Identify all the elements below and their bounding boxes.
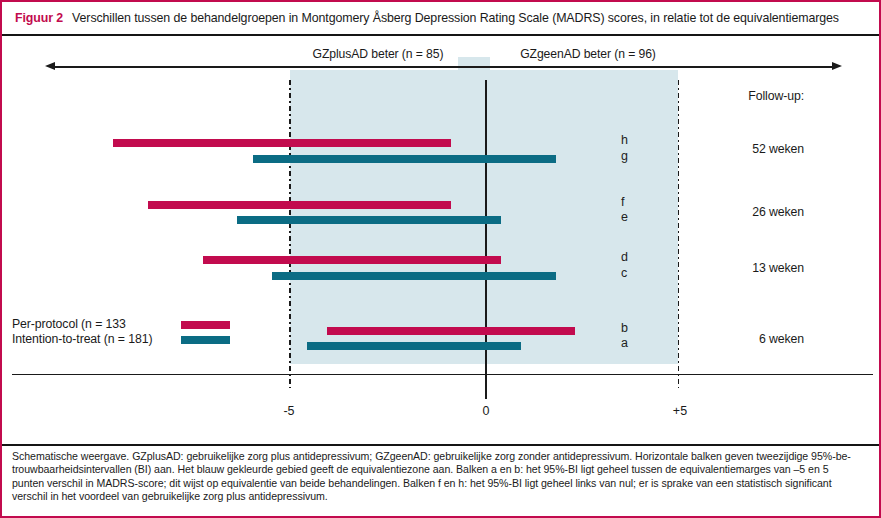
legend-swatch-intention-to-treat <box>181 336 230 344</box>
followup-label-13-weken: 13 weken <box>702 261 804 275</box>
legend-label-intention-to-treat: Intention-to-treat (n = 181) <box>12 332 152 346</box>
footnote-line: verschil in het voordeel van gebruikelij… <box>12 490 871 503</box>
legend-swatch-per-protocol <box>181 321 230 329</box>
direction-label-gzplusad: GZplusAD beter (n = 85) <box>298 47 458 61</box>
figure-title-bar: Figuur 2 Verschillen tussen de behandelg… <box>2 2 879 33</box>
figure-title: Verschillen tussen de behandelgroepen in… <box>72 11 839 25</box>
followup-label-26-weken: 26 weken <box>702 205 804 219</box>
arrow-left-icon <box>45 62 55 70</box>
legend-label-per-protocol: Per-protocol (n = 133 <box>12 317 126 331</box>
footnote-line: punten verschil in MADRS-score; dit wijs… <box>12 477 871 490</box>
tick-label-zero: 0 <box>466 404 506 418</box>
followup-header: Follow-up: <box>702 89 804 103</box>
margin-line-plus5 <box>678 80 680 388</box>
followup-label-6-weken: 6 weken <box>702 332 804 346</box>
equivalence-zone-notch <box>458 57 490 71</box>
arrow-right-icon <box>832 62 842 70</box>
equivalence-zone <box>290 70 678 364</box>
footnote-line: Schematische weergave. GZplusAD: gebruik… <box>12 450 871 463</box>
footnote-divider <box>2 444 879 446</box>
direction-label-gzgeenad: GZgeenAD beter (n = 96) <box>508 47 668 61</box>
tick-label-plus5: +5 <box>660 404 700 418</box>
margin-line-minus5 <box>289 80 291 388</box>
x-axis-line <box>12 374 873 376</box>
followup-label-52-weken: 52 weken <box>702 142 804 156</box>
zero-line <box>485 80 487 399</box>
direction-arrow-line <box>52 66 835 68</box>
tick-label-minus5: -5 <box>269 404 309 418</box>
footnote-line: trouwbaarheidsintervallen (BI) aan. Het … <box>12 463 871 476</box>
title-divider <box>2 34 879 36</box>
figure-number-label: Figuur 2 <box>15 11 63 25</box>
footnote: Schematische weergave. GZplusAD: gebruik… <box>12 450 871 504</box>
figure-panel: Figuur 2 Verschillen tussen de behandelg… <box>0 0 881 518</box>
